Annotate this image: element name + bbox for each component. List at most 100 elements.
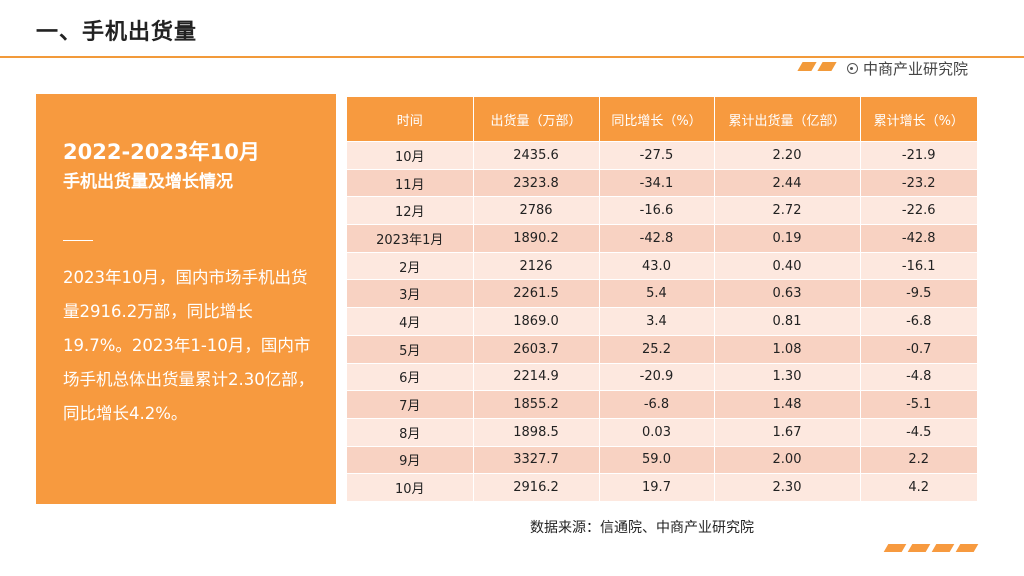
- cell-shipments: 2786: [472, 196, 599, 226]
- data-source: 数据来源：信通院、中商产业研究院: [530, 520, 754, 536]
- decorative-stripe: [955, 544, 979, 552]
- header-cumulative-growth: 累计增长（%）: [859, 97, 977, 142]
- cell-cumulative-shipments: 0.63: [713, 279, 860, 309]
- cell-cumulative-shipments: 0.19: [713, 224, 860, 253]
- cell-yoy-growth: -34.1: [598, 169, 714, 198]
- header-shipments: 出货量（万部）: [472, 97, 599, 142]
- cell-cumulative-growth: -6.8: [859, 307, 977, 336]
- cell-cumulative-shipments: 2.30: [713, 473, 860, 502]
- table-body: 10月 2435.6 -27.5 2.20 -21.9 11月 2323.8 -34.1 2.4…: [347, 141, 977, 502]
- table-row: 3月 2261.5 5.4 0.63 -9.5: [347, 279, 977, 309]
- decorative-stripe: [931, 544, 955, 552]
- cell-cumulative-growth: -4.5: [859, 418, 977, 447]
- cell-yoy-growth: -16.6: [598, 196, 714, 226]
- cell-shipments: 2214.9: [472, 363, 599, 392]
- shipment-table: 时间 出货量（万部） 同比增长（%） 累计出货量（亿部） 累计增长（%） 10月…: [347, 97, 977, 502]
- cell-yoy-growth: 3.4: [598, 307, 714, 336]
- cell-yoy-growth: 25.2: [598, 335, 714, 364]
- table-row: 5月 2603.7 25.2 1.08 -0.7: [347, 335, 977, 364]
- table-row: 7月 1855.2 -6.8 1.48 -5.1: [347, 390, 977, 419]
- cell-cumulative-growth: 2.2: [859, 446, 977, 475]
- cell-yoy-growth: 5.4: [598, 279, 714, 309]
- cell-shipments: 1869.0: [472, 307, 599, 336]
- cell-cumulative-shipments: 1.67: [713, 418, 860, 447]
- table-row: 4月 1869.0 3.4 0.81 -6.8: [347, 307, 977, 336]
- decorative-stripe: [883, 544, 907, 552]
- panel-body-text: 2023年10月，国内市场手机出货量2916.2万部，同比增长19.7%。202…: [63, 268, 315, 423]
- panel-heading: 2022-2023年10月: [63, 140, 260, 164]
- cell-cumulative-shipments: 2.20: [713, 141, 860, 170]
- cell-cumulative-shipments: 1.48: [713, 390, 860, 419]
- accent-stripe: [817, 62, 837, 71]
- cell-yoy-growth: 0.03: [598, 418, 714, 447]
- brand-mark-icon: [846, 63, 858, 74]
- cell-cumulative-growth: -9.5: [859, 279, 977, 309]
- cell-shipments: 1855.2: [472, 390, 599, 419]
- cell-cumulative-growth: -0.7: [859, 335, 977, 364]
- cell-time: 2月: [347, 252, 473, 281]
- cell-yoy-growth: 43.0: [598, 252, 714, 281]
- brand-name: 中商产业研究院: [862, 60, 968, 78]
- panel-divider: [63, 240, 93, 241]
- cell-cumulative-growth: -23.2: [859, 169, 977, 198]
- summary-panel: 2022-2023年10月 手机出货量及增长情况 2023年10月，国内市场手机…: [36, 94, 336, 504]
- cell-shipments: 2916.2: [472, 473, 599, 502]
- page-title: 一、手机出货量: [36, 20, 198, 45]
- cell-cumulative-growth: -16.1: [859, 252, 977, 281]
- cell-yoy-growth: -6.8: [598, 390, 714, 419]
- cell-time: 10月: [347, 141, 473, 170]
- table-row: 10月 2916.2 19.7 2.30 4.2: [347, 473, 977, 502]
- cell-cumulative-shipments: 0.40: [713, 252, 860, 281]
- cell-cumulative-shipments: 0.81: [713, 307, 860, 336]
- cell-time: 12月: [347, 196, 473, 226]
- table-row: 2023年1月 1890.2 -42.8 0.19 -42.8: [347, 224, 977, 253]
- cell-yoy-growth: -20.9: [598, 363, 714, 392]
- cell-yoy-growth: -42.8: [598, 224, 714, 253]
- cell-time: 9月: [347, 446, 473, 475]
- header-yoy-growth: 同比增长（%）: [598, 97, 714, 142]
- cell-yoy-growth: -27.5: [598, 141, 714, 170]
- cell-cumulative-shipments: 2.00: [713, 446, 860, 475]
- cell-shipments: 2126: [472, 252, 599, 281]
- cell-time: 10月: [347, 473, 473, 502]
- cell-shipments: 2603.7: [472, 335, 599, 364]
- cell-time: 11月: [347, 169, 473, 198]
- cell-shipments: 1890.2: [472, 224, 599, 253]
- cell-cumulative-growth: -5.1: [859, 390, 977, 419]
- cell-cumulative-growth: -4.8: [859, 363, 977, 392]
- decorative-stripe: [907, 544, 931, 552]
- cell-time: 2023年1月: [347, 224, 473, 253]
- table-row: 12月 2786 -16.6 2.72 -22.6: [347, 196, 977, 226]
- table-row: 9月 3327.7 59.0 2.00 2.2: [347, 446, 977, 475]
- table-row: 6月 2214.9 -20.9 1.30 -4.8: [347, 363, 977, 392]
- cell-time: 4月: [347, 307, 473, 336]
- cell-shipments: 2323.8: [472, 169, 599, 198]
- cell-yoy-growth: 19.7: [598, 473, 714, 502]
- cell-cumulative-growth: 4.2: [859, 473, 977, 502]
- cell-time: 8月: [347, 418, 473, 447]
- table-header-row: 时间 出货量（万部） 同比增长（%） 累计出货量（亿部） 累计增长（%）: [347, 97, 977, 142]
- cell-shipments: 2435.6: [472, 141, 599, 170]
- cell-cumulative-shipments: 2.72: [713, 196, 860, 226]
- cell-cumulative-growth: -42.8: [859, 224, 977, 253]
- cell-cumulative-shipments: 1.30: [713, 363, 860, 392]
- cell-cumulative-growth: -22.6: [859, 196, 977, 226]
- cell-time: 3月: [347, 279, 473, 309]
- accent-stripe: [797, 62, 817, 71]
- cell-cumulative-growth: -21.9: [859, 141, 977, 170]
- cell-time: 5月: [347, 335, 473, 364]
- table-row: 11月 2323.8 -34.1 2.44 -23.2: [347, 169, 977, 198]
- cell-shipments: 1898.5: [472, 418, 599, 447]
- cell-shipments: 3327.7: [472, 446, 599, 475]
- table-row: 10月 2435.6 -27.5 2.20 -21.9: [347, 141, 977, 170]
- table-row: 8月 1898.5 0.03 1.67 -4.5: [347, 418, 977, 447]
- table-row: 2月 2126 43.0 0.40 -16.1: [347, 252, 977, 281]
- header-cumulative-shipments: 累计出货量（亿部）: [713, 97, 860, 142]
- title-divider: [0, 56, 1024, 58]
- cell-yoy-growth: 59.0: [598, 446, 714, 475]
- header-time: 时间: [347, 97, 473, 142]
- cell-cumulative-shipments: 1.08: [713, 335, 860, 364]
- cell-time: 6月: [347, 363, 473, 392]
- panel-subheading: 手机出货量及增长情况: [63, 172, 233, 192]
- brand-logo: 中商产业研究院: [846, 58, 968, 79]
